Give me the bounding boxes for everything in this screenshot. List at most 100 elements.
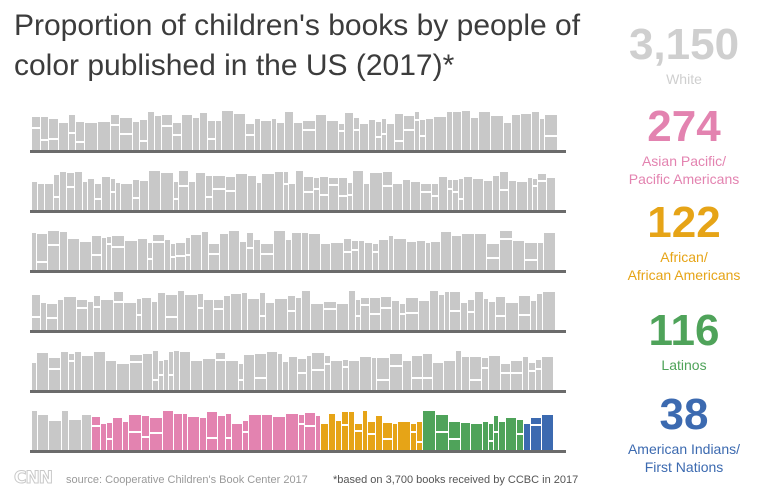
footnote: *based on 3,700 books received by CCBC i… — [333, 474, 579, 486]
book — [243, 421, 248, 450]
book-band — [114, 301, 123, 303]
shelf-line — [30, 330, 566, 333]
book — [524, 424, 530, 450]
book — [433, 363, 443, 390]
book-band — [395, 140, 403, 142]
book-band — [299, 423, 304, 425]
book-band — [373, 251, 378, 253]
book-band — [153, 379, 158, 381]
book — [359, 241, 364, 270]
book — [393, 184, 402, 210]
book-band — [169, 374, 173, 376]
book-band — [214, 308, 223, 310]
book — [377, 358, 389, 390]
book — [101, 424, 106, 450]
book — [303, 121, 315, 150]
book — [423, 354, 432, 390]
stat-value: 274 — [647, 102, 721, 151]
book — [191, 361, 202, 390]
book — [482, 358, 488, 390]
book — [364, 184, 369, 210]
book — [538, 174, 546, 210]
book — [483, 422, 488, 450]
book — [329, 414, 335, 450]
book — [123, 422, 128, 450]
book — [178, 291, 184, 330]
book — [226, 177, 235, 210]
book — [206, 176, 212, 210]
book-band — [76, 141, 84, 143]
book — [229, 231, 239, 270]
book — [248, 299, 259, 330]
book — [462, 234, 474, 270]
book — [369, 120, 375, 150]
book-band — [339, 195, 347, 197]
book — [523, 357, 528, 390]
book — [198, 294, 203, 330]
book-band — [468, 311, 474, 313]
book — [153, 351, 158, 390]
book-band — [112, 246, 124, 248]
book — [342, 412, 348, 450]
book-band — [111, 124, 119, 126]
shelf-line — [30, 450, 566, 453]
book — [309, 234, 320, 270]
book — [214, 300, 223, 330]
book — [376, 416, 382, 450]
book — [62, 411, 68, 450]
book — [452, 236, 461, 270]
book — [540, 119, 544, 150]
book-band — [298, 372, 306, 374]
book — [216, 353, 225, 390]
book-band — [383, 438, 392, 440]
book-band — [243, 431, 248, 433]
book — [321, 424, 328, 450]
book — [412, 356, 422, 390]
book-band — [383, 185, 392, 187]
book — [392, 301, 399, 330]
book — [528, 178, 532, 210]
book — [311, 304, 323, 330]
book — [142, 298, 151, 330]
book — [267, 352, 277, 390]
book — [203, 359, 215, 390]
stat-label: Latinos — [661, 357, 707, 373]
book — [547, 178, 555, 210]
book — [512, 115, 520, 150]
cnn-logo: CNN — [14, 468, 54, 489]
book — [255, 354, 266, 390]
book — [393, 424, 397, 450]
book-band — [32, 316, 40, 318]
book-band — [423, 377, 432, 379]
book — [462, 357, 469, 390]
book — [95, 184, 101, 210]
book-band — [411, 431, 416, 433]
book — [286, 414, 298, 450]
book — [284, 172, 288, 210]
book — [439, 177, 447, 210]
book — [185, 295, 197, 330]
book — [473, 179, 483, 210]
book — [200, 418, 206, 450]
book — [75, 352, 81, 390]
book-band — [511, 372, 522, 374]
book — [213, 176, 225, 210]
book — [344, 239, 351, 270]
stat-value: 116 — [648, 306, 720, 355]
book-band — [519, 314, 530, 316]
book — [226, 414, 231, 450]
book — [368, 422, 375, 450]
book — [32, 295, 40, 330]
book-band — [67, 186, 74, 188]
book — [261, 121, 271, 150]
book — [166, 295, 177, 330]
book-band — [150, 432, 162, 434]
book — [182, 115, 192, 150]
book-band — [69, 360, 74, 362]
book — [470, 357, 481, 390]
book — [220, 234, 228, 270]
book — [289, 357, 297, 390]
book — [532, 112, 539, 150]
book — [143, 354, 152, 390]
book — [257, 183, 261, 210]
